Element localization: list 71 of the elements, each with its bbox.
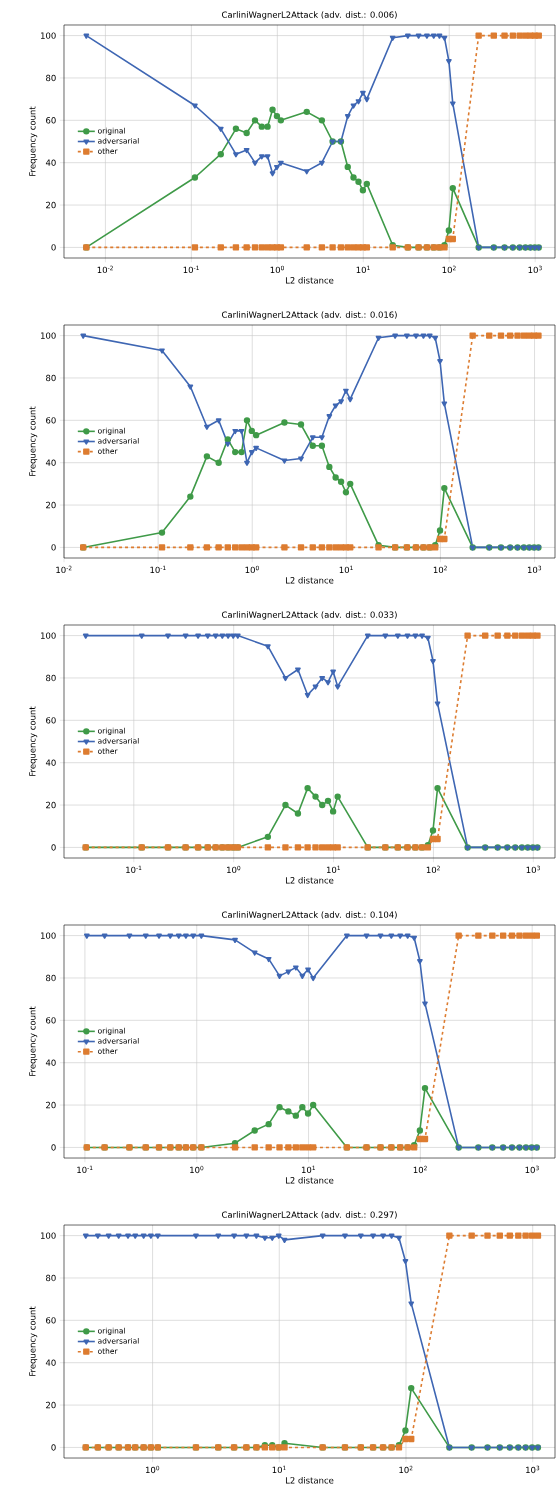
x-tick-label: 10$^{3}$: [526, 1465, 540, 1474]
x-tick-label: 10$^{0}$: [190, 1165, 204, 1174]
y-tick-label: 60: [46, 1317, 56, 1324]
y-tick-label: 20: [46, 501, 56, 509]
y-axis-title: Frequency count: [29, 1306, 38, 1376]
x-tick-label: 10$^{0}$: [227, 865, 241, 874]
chart-title: CarliniWagnerL2Attack (adv. dist.: 0.297): [222, 1211, 397, 1220]
x-tick-label: 10$^{1}$: [272, 1465, 286, 1474]
x-tick-label: 10$^{2}$: [426, 865, 440, 874]
y-tick-label: 40: [45, 1059, 56, 1066]
x-tick-label: 10$^{2}$: [433, 565, 447, 574]
x-tick-label: 10$^{0}$: [270, 265, 284, 274]
x-tick-label: 10$^{-1}$: [150, 565, 166, 574]
chart-title: CarliniWagnerL2Attack (adv. dist.: 0.016): [222, 311, 397, 320]
y-tick-label: 60: [46, 117, 56, 124]
y-tick-label: 60: [46, 1017, 56, 1024]
y-tick-label: 80: [46, 674, 56, 682]
y-tick-label: 100: [41, 632, 56, 639]
y-tick-label: 40: [45, 459, 56, 466]
x-tick-label: 10$^{3}$: [525, 1165, 539, 1174]
x-tick-label: 10$^{1}$: [356, 265, 370, 274]
y-tick-label: 100: [41, 1232, 56, 1239]
y-tick-label: 20: [46, 201, 56, 209]
x-tick-label: 10$^{0}$: [245, 565, 259, 574]
y-axis-title: Frequency count: [29, 706, 38, 776]
y-tick-label: 20: [46, 1401, 56, 1409]
x-tick-label: 10$^{1}$: [326, 865, 341, 874]
y-tick-label: 80: [46, 374, 56, 382]
y-axis-title: Frequency count: [29, 1006, 38, 1076]
x-tick-label: 10$^{0}$: [145, 1465, 160, 1474]
x-tick-label: 10$^{1}$: [339, 565, 353, 574]
x-tick-label: 10$^{-1}$: [126, 865, 142, 874]
x-tick-label: 10$^{3}$: [526, 865, 540, 874]
y-tick-label: 0: [51, 1144, 56, 1151]
x-tick-label: 10$^{3}$: [528, 265, 542, 274]
y-tick-label: 0: [51, 1444, 56, 1451]
y-tick-label: 100: [41, 332, 56, 339]
x-tick-label: 10$^{-1}$: [77, 1165, 93, 1174]
y-tick-label: 20: [46, 1101, 56, 1109]
y-tick-label: 40: [45, 759, 56, 766]
y-tick-label: 40: [45, 159, 56, 166]
x-axis-title: L2 distance: [285, 276, 334, 284]
y-tick-label: 60: [46, 717, 56, 724]
x-tick-label: 10$^{2}$: [399, 1465, 413, 1474]
y-tick-label: 80: [46, 74, 56, 82]
x-axis-title: L2 distance: [285, 1476, 334, 1484]
x-tick-label: 10$^{-1}$: [183, 265, 199, 274]
x-tick-label: 10$^{1}$: [301, 1165, 316, 1174]
y-tick-label: 0: [51, 844, 56, 851]
chart-title: CarliniWagnerL2Attack (adv. dist.: 0.104): [222, 911, 397, 920]
x-axis-title: L2 distance: [285, 576, 334, 584]
y-tick-label: 80: [46, 1274, 56, 1282]
y-tick-label: 80: [46, 974, 56, 982]
y-tick-label: 40: [45, 1359, 56, 1366]
x-tick-label: 10$^{2}$: [413, 1165, 427, 1174]
y-axis-title: Frequency count: [29, 106, 38, 176]
y-tick-label: 0: [51, 544, 56, 551]
x-tick-label: 10$^{3}$: [527, 565, 542, 574]
y-tick-label: 60: [46, 417, 56, 424]
x-tick-label: 10$^{-2}$: [56, 565, 72, 574]
y-tick-label: 20: [46, 801, 56, 809]
x-tick-label: 10$^{2}$: [442, 265, 456, 274]
x-axis-title: L2 distance: [285, 876, 334, 884]
y-tick-label: 0: [51, 244, 56, 251]
x-tick-label: 10$^{-2}$: [97, 265, 113, 274]
y-tick-label: 100: [41, 932, 56, 939]
x-axis-title: L2 distance: [285, 1176, 334, 1184]
chart-title: CarliniWagnerL2Attack (adv. dist.: 0.006): [222, 11, 397, 20]
y-tick-label: 100: [41, 32, 56, 39]
y-axis-title: Frequency count: [29, 406, 38, 476]
chart-title: CarliniWagnerL2Attack (adv. dist.: 0.033): [222, 611, 397, 620]
